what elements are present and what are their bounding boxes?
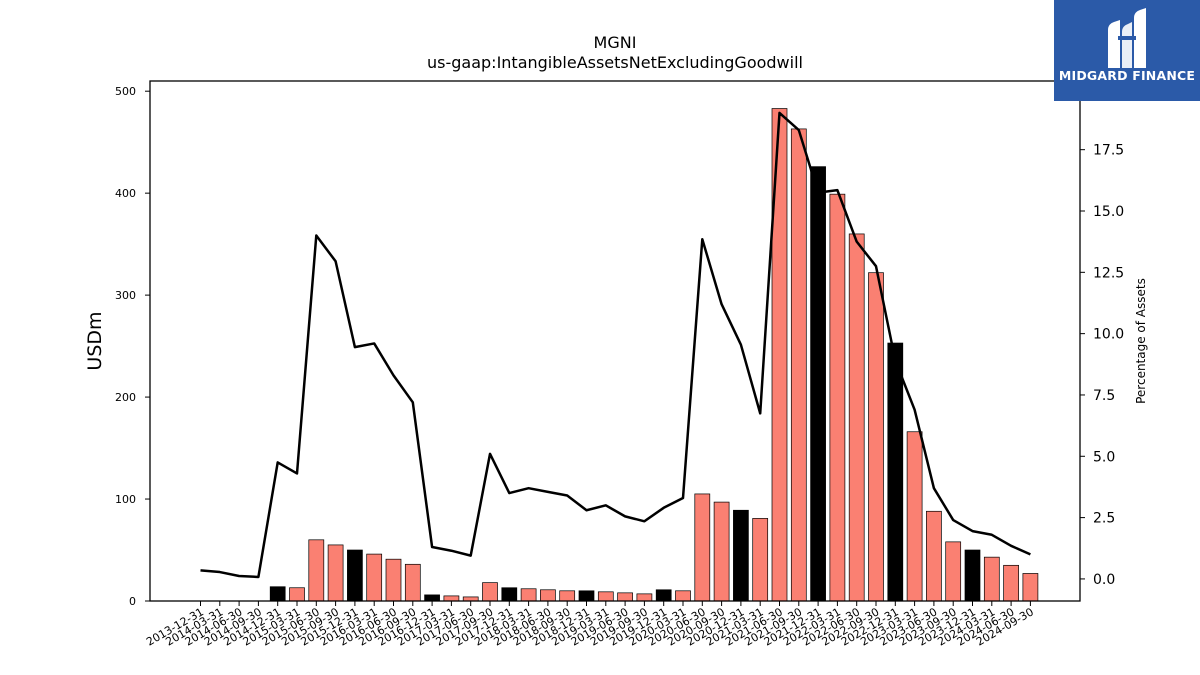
bar: [694, 493, 711, 602]
y2-tick-label: 2.5: [1093, 511, 1115, 527]
y2-tick-label: 17.5: [1093, 143, 1124, 159]
bar: [906, 431, 923, 602]
bar: [443, 595, 460, 602]
bar: [868, 272, 884, 602]
bar: [752, 518, 769, 602]
y-tick-label: 200: [115, 391, 136, 404]
bar-group: [269, 108, 1039, 602]
bar: [617, 592, 633, 602]
y2-tick-label: 10.0: [1093, 327, 1124, 343]
bar: [1003, 564, 1019, 602]
bar: [964, 549, 981, 602]
plot-frame: [149, 80, 1081, 602]
percentage-line: [200, 111, 1031, 579]
y-tick-label: 100: [115, 493, 136, 506]
y-tick-label: 500: [115, 85, 136, 98]
bar: [983, 556, 1000, 602]
y2-tick-label: 5.0: [1093, 449, 1115, 465]
bar: [404, 563, 421, 602]
chart-title: MGNI: [594, 33, 637, 52]
bar: [945, 541, 962, 602]
brand-logo: MIDGARD FINANCE: [1054, 0, 1200, 101]
y-tick-label: 400: [115, 187, 136, 200]
y2-tick-label: 12.5: [1093, 265, 1124, 281]
bar: [578, 590, 595, 602]
bar: [848, 233, 865, 602]
bar: [327, 544, 344, 602]
bar: [269, 586, 286, 602]
bar: [675, 590, 691, 602]
left-axis-ticks: 0 100 200 300 400 500: [115, 85, 150, 608]
bar: [424, 594, 440, 602]
bar: [559, 590, 576, 602]
bar: [1022, 573, 1039, 602]
bar: [501, 587, 518, 602]
brand-name: MIDGARD FINANCE: [1058, 68, 1196, 83]
x-axis-ticks: 2013-12-312014-03-312014-06-302014-09-30…: [144, 601, 1036, 649]
bar: [540, 589, 556, 602]
y2-tick-label: 7.5: [1093, 388, 1115, 404]
bar: [385, 558, 402, 602]
y-tick-label: 300: [115, 289, 136, 302]
y-axis-label: USDm: [84, 311, 106, 370]
chart-subtitle: us-gaap:IntangibleAssetsNetExcludingGood…: [427, 53, 803, 72]
y-tick-label: 0: [129, 595, 136, 608]
bar: [655, 589, 672, 602]
bar: [829, 193, 846, 602]
bar: [636, 593, 653, 602]
bar: [347, 549, 363, 602]
bar: [366, 553, 383, 602]
bar: [887, 342, 904, 602]
bar: [597, 591, 614, 602]
bar: [308, 539, 325, 602]
bar: [733, 509, 749, 602]
y2-tick-label: 15.0: [1093, 204, 1124, 220]
bar: [520, 588, 537, 602]
midgard-logo-icon: [1108, 8, 1146, 68]
bar: [482, 582, 498, 602]
bar: [810, 166, 826, 602]
bar: [289, 587, 305, 602]
y2-axis-label: Percentage of Assets: [1134, 278, 1148, 404]
bar: [926, 510, 942, 602]
bar: [790, 128, 807, 602]
y2-tick-label: 0.0: [1093, 572, 1115, 588]
right-axis-ticks: 0.0 2.5 5.0 7.5 10.0 12.5 15.0 17.5: [1080, 143, 1124, 588]
bar: [713, 501, 730, 602]
